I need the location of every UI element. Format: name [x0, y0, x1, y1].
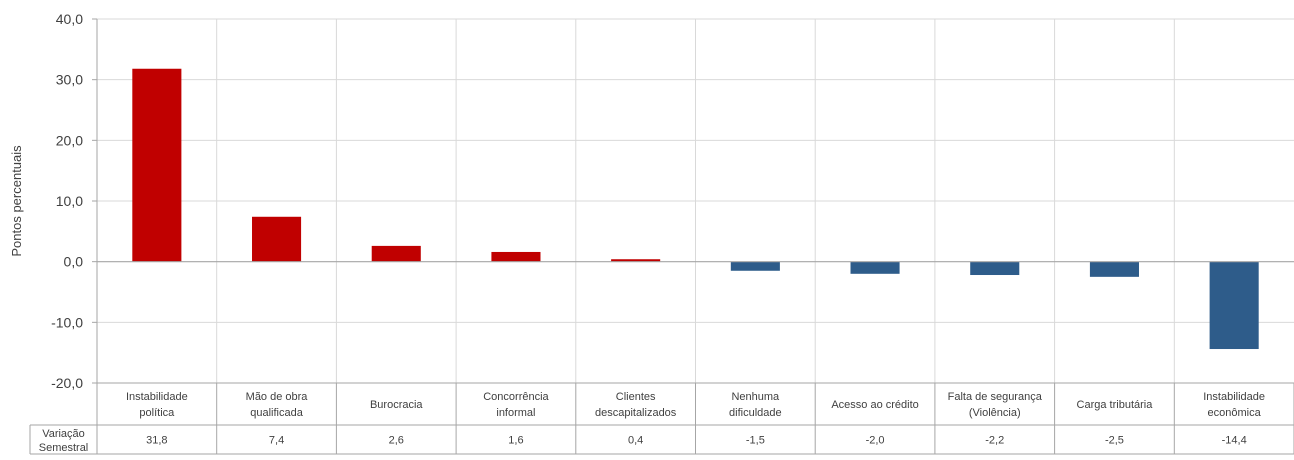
category-label: Concorrência informal — [483, 391, 549, 419]
bar — [491, 251, 541, 262]
y-tick-label: 10,0 — [56, 193, 83, 209]
data-label: -2,0 — [866, 435, 885, 447]
y-tick-label: 30,0 — [56, 72, 83, 88]
category-label: Clientes descapitalizados — [595, 391, 677, 419]
bar — [132, 68, 182, 262]
category-label: Instabilidade econômica — [1203, 391, 1265, 419]
data-label: -14,4 — [1222, 435, 1247, 447]
bar — [371, 245, 421, 262]
y-tick-label: -10,0 — [51, 314, 83, 330]
y-tick-label: 0,0 — [64, 254, 84, 270]
y-axis-title: Pontos percentuais — [9, 145, 24, 257]
category-label: Falta de segurança (Violência) — [948, 391, 1043, 419]
data-label: -2,5 — [1105, 435, 1124, 447]
bar — [1089, 261, 1139, 277]
data-label: 0,4 — [628, 435, 643, 447]
bar — [730, 261, 780, 271]
category-label: Instabilidade política — [126, 391, 188, 419]
bar — [252, 216, 302, 262]
data-label: 1,6 — [508, 435, 523, 447]
data-label: 31,8 — [146, 435, 167, 447]
category-label: Burocracia — [370, 399, 423, 411]
data-label: -1,5 — [746, 435, 765, 447]
y-tick-label: 40,0 — [56, 11, 83, 27]
y-tick-label: -20,0 — [51, 375, 83, 391]
bar — [1209, 261, 1259, 350]
y-tick-label: 20,0 — [56, 132, 83, 148]
bar — [850, 261, 900, 274]
category-label: Mão de obra qualificada — [246, 391, 309, 419]
category-label: Nenhuma dificuldade — [729, 391, 782, 419]
category-label: Acesso ao crédito — [831, 399, 918, 411]
bar — [611, 259, 661, 262]
category-label: Carga tributária — [1077, 399, 1154, 411]
data-label: 2,6 — [389, 435, 404, 447]
table-row-label: Variação Semestral — [39, 428, 89, 454]
data-label: -2,2 — [985, 435, 1004, 447]
data-label: 7,4 — [269, 435, 284, 447]
bar — [970, 261, 1020, 276]
